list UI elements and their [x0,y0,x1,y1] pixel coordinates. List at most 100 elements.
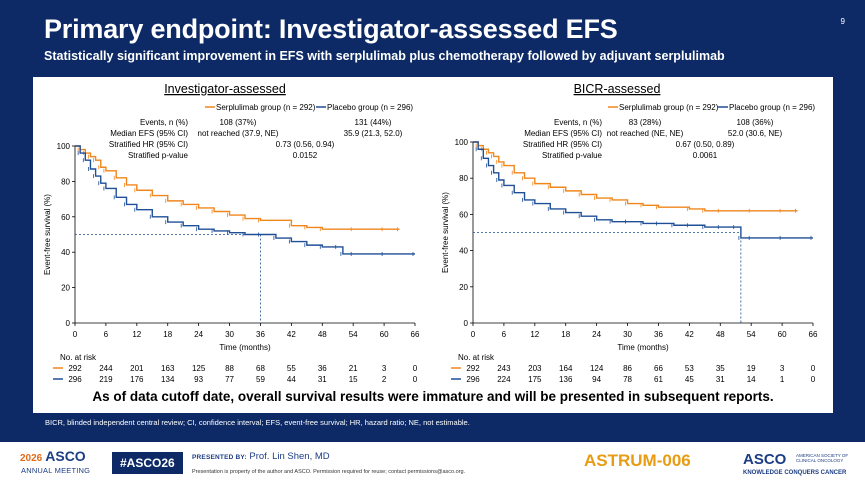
panel2-stat-serplulimab: not reached (NE, NE) [607,129,684,138]
panel2-x-tick-label: 42 [685,330,694,339]
panel2-x-axis-label: Time (months) [617,343,669,352]
panel2-stat-value: 0.67 (0.50, 0.89) [676,140,735,149]
panel1-x-tick-label: 36 [256,330,265,339]
panel2-stat-label: Events, n (%) [554,118,602,127]
panel1-x-tick-label: 12 [132,330,141,339]
panel1-at-risk-serplulimab: 125 [192,364,206,373]
panel2-stat-label: Median EFS (95% CI) [524,129,602,138]
panel1-x-tick-label: 54 [349,330,358,339]
panel1-stat-serplulimab: not reached (37.9, NE) [198,129,279,138]
panel1-at-risk-placebo: 0 [413,375,418,384]
panel2-y-tick-label: 60 [459,210,468,219]
panel1-at-risk-placebo: 15 [349,375,358,384]
slide-title: Primary endpoint: Investigator-assessed … [44,14,618,44]
panel1-stat-placebo: 35.9 (21.3, 52.0) [344,129,403,138]
panel2-y-tick-label: 0 [464,319,469,328]
panel2-x-tick-label: 48 [716,330,725,339]
panel1-at-risk-placebo: 44 [287,375,296,384]
panel2-at-risk-serplulimab: 124 [590,364,604,373]
panel2-at-risk-placebo: 296 [466,375,480,384]
panel1-chart-title: Investigator-assessed [164,82,286,96]
panel2-at-risk-placebo: 136 [559,375,573,384]
panel1-at-risk-serplulimab: 88 [225,364,234,373]
panel1-stat-label: Stratified HR (95% CI) [109,140,188,149]
panel1-x-axis-label: Time (months) [219,343,271,352]
panel1-at-risk-serplulimab: 0 [413,364,418,373]
panel1-curve-placebo [75,145,415,255]
panel1-at-risk-serplulimab: 244 [99,364,113,373]
panel2-stat-serplulimab: 83 (28%) [629,118,662,127]
panel2-at-risk-placebo: 61 [654,375,663,384]
panel2-stat-value: 0.0061 [693,151,718,160]
panel2-at-risk-label: No. at risk [458,353,495,362]
panel1-x-tick-label: 18 [163,330,172,339]
panel2-x-tick-label: 36 [654,330,663,339]
panel1-at-risk-placebo: 31 [318,375,327,384]
panel2-y-tick-label: 100 [455,138,469,147]
panel1-at-risk-placebo: 134 [161,375,175,384]
panel2-at-risk-serplulimab: 164 [559,364,573,373]
panel2-x-tick-label: 66 [809,330,818,339]
asco-society-name: AMERICAN SOCIETY OF CLINICAL ONCOLOGY [796,453,849,463]
panel2-y-tick-label: 20 [459,283,468,292]
panel2-at-risk-serplulimab: 86 [623,364,632,373]
panel1-x-tick-label: 42 [287,330,296,339]
panel1-stat-placebo: 131 (44%) [355,118,392,127]
panel1-at-risk-placebo: 93 [194,375,203,384]
panel2-at-risk-placebo: 94 [592,375,601,384]
panel2-at-risk-placebo: 175 [528,375,542,384]
panel1-at-risk-serplulimab: 36 [318,364,327,373]
presented-by-label: PRESENTED BY: [192,454,247,461]
asco-society-logo: ASCO [743,451,787,468]
meeting-subtitle: ANNUAL MEETING [21,466,91,475]
panel2-at-risk-serplulimab: 0 [811,364,816,373]
panel2-at-risk-serplulimab: 66 [654,364,663,373]
panel1-at-risk-serplulimab: 292 [68,364,82,373]
panel2-x-tick-label: 6 [502,330,507,339]
permission-note: Presentation is property of the author a… [192,469,466,475]
panel2-at-risk-placebo: 78 [623,375,632,384]
meeting-name: ASCO [45,448,86,464]
panel2-y-tick-label: 80 [459,174,468,183]
panel2-at-risk-placebo: 1 [780,375,785,384]
panel1-at-risk-placebo: 176 [130,375,144,384]
asco-tagline: KNOWLEDGE CONQUERS CANCER [743,470,847,476]
panel2-at-risk-serplulimab: 3 [780,364,785,373]
panel2-y-tick-label: 40 [459,247,468,256]
panel2-x-tick-label: 54 [747,330,756,339]
panel1-stat-value: 0.0152 [293,151,318,160]
panel1-y-tick-label: 20 [61,284,70,293]
panel2-at-risk-serplulimab: 19 [747,364,756,373]
panel2-stat-label: Stratified HR (95% CI) [523,140,602,149]
panel1-x-tick-label: 0 [73,330,78,339]
panel1-at-risk-placebo: 296 [68,375,82,384]
panel1-x-tick-label: 24 [194,330,203,339]
panel1-x-tick-label: 6 [104,330,109,339]
panel1-y-tick-label: 100 [57,142,71,151]
panel1-at-risk-serplulimab: 163 [161,364,175,373]
presenter-name: Prof. Lin Shen, MD [249,451,330,462]
content-panel: Investigator-assessed Serplulimab group (… [33,77,833,413]
panel2-at-risk-serplulimab: 243 [497,364,511,373]
panel2-at-risk-placebo: 14 [747,375,756,384]
panel2-x-tick-label: 0 [471,330,476,339]
panel1-legend-serplulimab: Serplulimab group (n = 292) [216,103,316,112]
panel2-curve-serplulimab [473,141,798,212]
panel2-y-axis-label: Event-free survival (%) [441,192,450,273]
panel1-at-risk-serplulimab: 3 [382,364,387,373]
panel1-at-risk-serplulimab: 55 [287,364,296,373]
panel2-at-risk-serplulimab: 292 [466,364,480,373]
panel2-stat-placebo: 108 (36%) [737,118,774,127]
panel2-legend-serplulimab: Serplulimab group (n = 292) [619,103,719,112]
os-statement: As of data cutoff date, overall survival… [92,389,774,404]
panel1-stat-label: Median EFS (95% CI) [110,129,188,138]
panel1-x-tick-label: 60 [380,330,389,339]
panel2-curve-placebo [473,141,813,239]
panel1-y-axis-label: Event-free survival (%) [43,194,52,275]
panel1-y-tick-label: 80 [61,177,70,186]
panel1-at-risk-placebo: 2 [382,375,387,384]
panel2-x-tick-label: 30 [623,330,632,339]
panel1-stat-serplulimab: 108 (37%) [220,118,257,127]
panel2-stat-placebo: 52.0 (30.6, NE) [728,129,783,138]
panel1-y-tick-label: 40 [61,248,70,257]
